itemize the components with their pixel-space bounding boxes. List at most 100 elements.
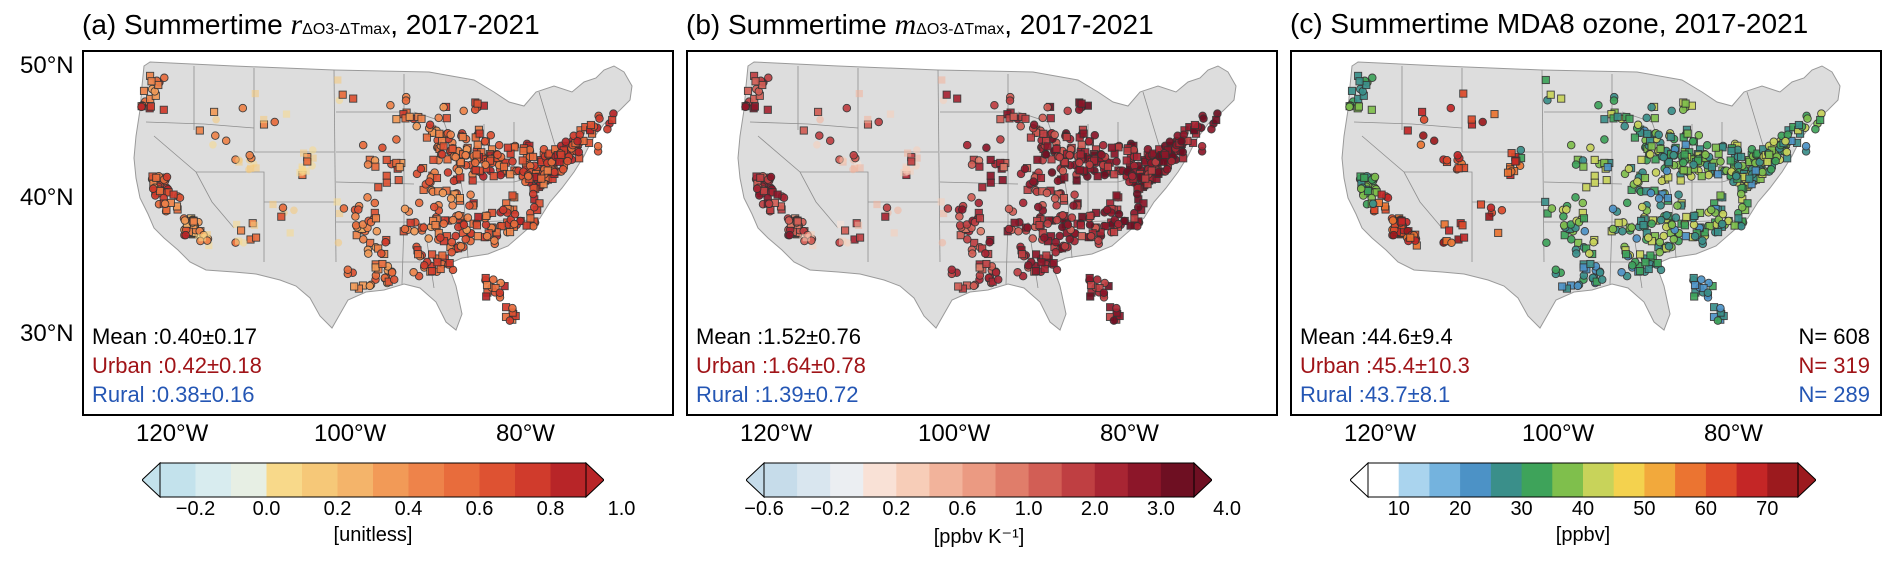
rural-site-marker: [438, 251, 447, 260]
rural-site-marker: [938, 76, 946, 84]
stats-c: Mean :44.6±9.4 Urban :45.4±10.3 Rural :4…: [1300, 324, 1470, 407]
lon-label-100-a: 100°W: [314, 420, 387, 447]
rural-site-marker: [1586, 259, 1595, 269]
urban-site-marker: [967, 193, 976, 202]
rural-site-marker: [756, 173, 765, 182]
colorbar-b-unit: [ppbv K⁻¹]: [933, 526, 1025, 548]
rural-site-marker: [996, 115, 1005, 124]
urban-site-marker: [401, 96, 411, 105]
rural-site-marker: [907, 157, 916, 166]
urban-site-marker: [1178, 147, 1188, 157]
us-basemap: [1341, 61, 1841, 331]
urban-site-marker: [1093, 275, 1102, 284]
urban-site-marker: [1005, 96, 1015, 105]
rural-site-marker: [382, 155, 391, 164]
urban-site-marker: [1655, 248, 1664, 257]
urban-site-marker: [372, 226, 382, 236]
rural-site-marker: [1707, 162, 1717, 171]
urban-site-marker: [211, 131, 220, 140]
rural-site-marker: [1664, 158, 1673, 167]
rural-site-marker: [1010, 218, 1019, 227]
colorbar-tick-label: −0.6: [744, 498, 784, 520]
rural-site-marker: [1646, 251, 1655, 260]
rural-site-marker: [333, 198, 341, 206]
rural-site-marker: [1743, 199, 1752, 208]
colorbar-bin: [1644, 463, 1676, 497]
rural-site-marker: [1690, 280, 1700, 290]
us-basemap: [737, 61, 1237, 331]
urban-site-marker: [947, 265, 957, 274]
rural-site-marker: [814, 107, 823, 116]
colorbar-bin: [195, 463, 232, 497]
urban-site-marker: [505, 316, 515, 325]
urban-site-marker: [1624, 164, 1634, 174]
rural-site-marker: [1397, 217, 1406, 226]
rural-site-marker: [1590, 178, 1599, 187]
rural-site-marker: [237, 226, 246, 235]
urban-site-marker: [1051, 237, 1061, 247]
urban-site-marker: [1356, 184, 1366, 193]
rural-site-marker: [296, 169, 304, 177]
urban-site-marker: [1090, 131, 1100, 140]
rural-site-marker: [1644, 264, 1653, 274]
rural-site-marker: [1680, 221, 1689, 230]
rural-site-marker: [1062, 133, 1071, 142]
urban-site-marker: [495, 288, 505, 297]
urban-site-marker: [1024, 261, 1033, 270]
urban-site-marker: [1737, 203, 1747, 212]
urban-site-marker: [1567, 235, 1576, 244]
map-panel-a: Mean :0.40±0.17 Urban :0.42±0.18 Rural :…: [82, 50, 674, 416]
urban-site-marker: [1702, 141, 1712, 150]
urban-site-marker: [1112, 157, 1121, 166]
stats-a: Mean :0.40±0.17 Urban :0.42±0.18 Rural :…: [92, 324, 262, 407]
colorbar-extend-low: [746, 462, 765, 498]
urban-site-marker: [913, 146, 921, 154]
rural-site-marker: [986, 178, 995, 187]
colorbar-bin: [830, 463, 864, 497]
urban-site-marker: [1811, 125, 1820, 134]
urban-site-marker: [1029, 120, 1039, 130]
urban-site-marker: [1133, 203, 1143, 212]
urban-site-marker: [1694, 131, 1704, 140]
rural-site-marker: [1031, 267, 1040, 276]
rural-site-marker: [251, 90, 259, 98]
urban-site-marker: [996, 135, 1005, 144]
urban-site-marker: [400, 224, 410, 234]
urban-site-marker: [1486, 203, 1496, 212]
urban-site-marker: [447, 237, 457, 247]
urban-site-marker: [245, 151, 254, 160]
colorbar-tick-label: −0.2: [810, 498, 850, 520]
colorbar-extend-high: [585, 462, 604, 498]
rural-site-marker: [999, 163, 1008, 172]
urban-site-marker: [1023, 223, 1032, 232]
rural-site-marker: [537, 174, 546, 183]
rural-site-marker: [394, 176, 403, 185]
rural-site-marker: [210, 107, 219, 116]
colorbar-c-unit: [ppbv]: [1555, 524, 1611, 546]
rural-site-marker: [492, 228, 501, 237]
urban-site-marker: [574, 147, 584, 157]
urban-site-marker: [962, 140, 972, 150]
urban-site-marker: [1655, 237, 1665, 247]
rural-site-marker: [473, 99, 482, 108]
urban-site-marker: [1803, 114, 1812, 123]
urban-site-marker: [1086, 231, 1096, 241]
rural-site-marker: [439, 142, 448, 151]
colorbar-extend-low: [142, 462, 161, 498]
rural-site-marker: [953, 94, 962, 103]
rural-site-marker: [1107, 143, 1116, 152]
rural-site-marker: [1078, 212, 1087, 221]
urban-site-marker: [1197, 141, 1207, 151]
rural-site-marker: [1485, 212, 1494, 221]
colorbar-tick-label: 0.4: [394, 498, 423, 520]
urban-site-marker: [528, 189, 538, 199]
urban-site-marker: [1646, 188, 1656, 198]
urban-site-marker: [1004, 204, 1014, 214]
rural-site-marker: [1037, 258, 1046, 267]
rural-site-marker: [1625, 114, 1634, 123]
rural-site-marker: [942, 90, 951, 99]
rural-site-marker: [159, 105, 168, 114]
urban-site-marker: [974, 198, 984, 208]
rural-site-marker: [1637, 155, 1646, 164]
rural-site-marker: [1546, 90, 1555, 99]
